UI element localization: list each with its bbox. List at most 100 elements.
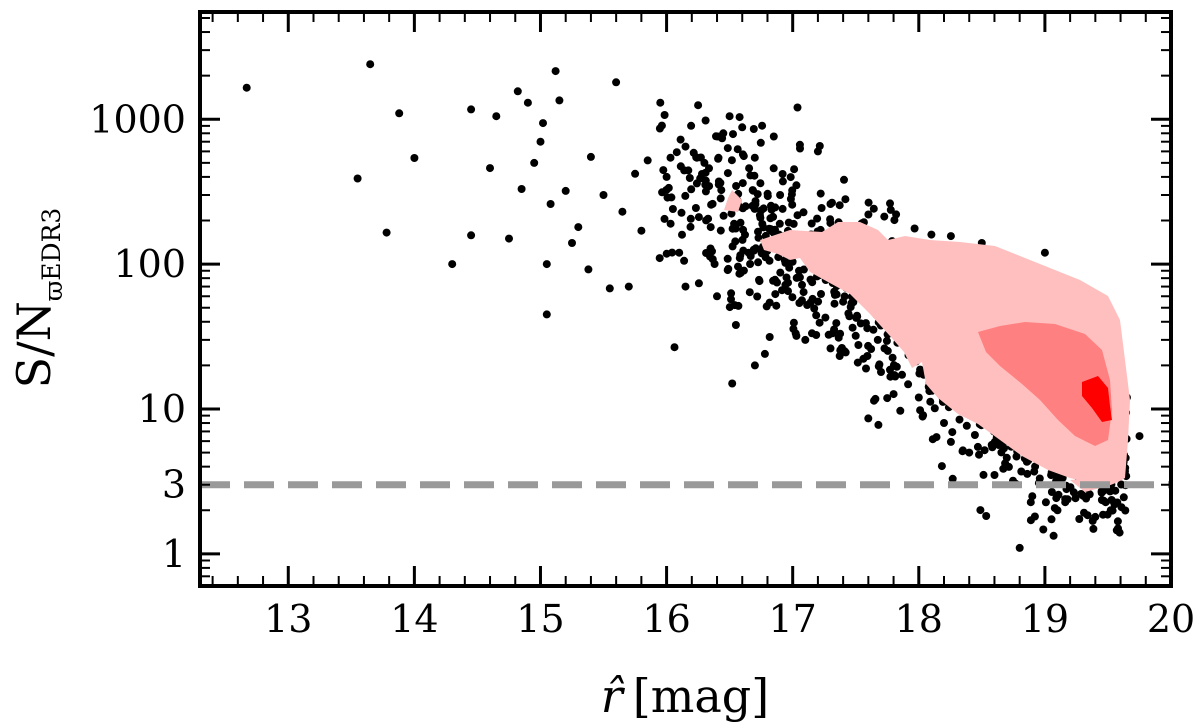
data-point — [790, 165, 799, 174]
data-point — [643, 156, 652, 165]
data-point — [915, 369, 924, 378]
data-point — [837, 344, 846, 352]
data-point — [1077, 490, 1086, 498]
data-point — [812, 311, 821, 320]
data-point — [676, 135, 685, 144]
data-point — [672, 148, 681, 157]
data-point — [734, 262, 742, 271]
data-point — [666, 219, 675, 228]
data-point — [883, 394, 892, 403]
data-point — [828, 198, 836, 207]
data-point — [750, 204, 759, 213]
data-point — [728, 379, 737, 388]
data-point — [675, 248, 684, 257]
data-point — [668, 205, 677, 213]
data-point — [856, 319, 865, 328]
data-point — [778, 204, 787, 213]
y-axis-main: S/N — [7, 301, 61, 388]
data-point — [467, 231, 476, 240]
data-point — [799, 265, 808, 274]
data-point — [1012, 452, 1021, 461]
data-point — [738, 179, 747, 188]
data-point — [242, 83, 251, 92]
data-point — [864, 414, 873, 423]
data-point — [685, 174, 694, 182]
density-contour-outer — [724, 190, 1130, 492]
data-point — [880, 212, 889, 221]
data-point — [904, 380, 913, 389]
data-point — [775, 219, 784, 228]
data-point — [546, 200, 555, 208]
data-point — [684, 166, 693, 175]
data-point — [890, 371, 899, 380]
svg-text:S/NϖEDR3: S/NϖEDR3 — [7, 208, 68, 389]
data-point — [1052, 472, 1061, 480]
data-point — [716, 194, 725, 203]
data-point — [835, 201, 844, 210]
data-point — [605, 284, 614, 293]
data-point — [771, 203, 780, 212]
data-point — [1075, 515, 1084, 523]
data-point — [631, 169, 640, 178]
data-point — [1054, 490, 1063, 499]
data-point — [568, 239, 576, 247]
data-point — [789, 318, 798, 327]
data-point — [739, 152, 748, 161]
data-point — [448, 260, 457, 269]
data-point — [826, 344, 835, 353]
data-point — [864, 198, 873, 207]
data-point — [1119, 493, 1128, 502]
data-point — [1041, 498, 1050, 507]
data-point — [940, 419, 948, 427]
data-point — [723, 169, 732, 178]
data-point — [792, 273, 801, 282]
data-point — [1039, 525, 1048, 534]
data-point — [505, 234, 513, 243]
data-point — [734, 301, 743, 310]
y-tick-label: 1000 — [89, 97, 186, 141]
data-point — [795, 140, 804, 149]
data-point — [724, 264, 733, 273]
data-point — [821, 313, 830, 322]
data-point — [486, 164, 494, 173]
data-point — [928, 435, 937, 444]
data-point — [1026, 498, 1035, 507]
data-point — [701, 116, 710, 125]
y-axis-sub-symbol: ϖ — [39, 281, 68, 301]
y-axis-title: S/NϖEDR3 — [7, 208, 68, 389]
data-point — [741, 230, 749, 239]
data-point — [746, 252, 755, 260]
data-point — [656, 98, 665, 107]
data-point — [561, 186, 570, 195]
data-point — [976, 506, 985, 515]
x-tick-label: 19 — [1021, 597, 1069, 641]
data-point — [1040, 248, 1049, 257]
data-point — [836, 329, 845, 338]
data-point — [530, 158, 539, 167]
data-point — [704, 214, 713, 223]
data-point — [817, 204, 826, 212]
data-point — [731, 321, 740, 329]
density-contours — [724, 190, 1130, 492]
data-point — [793, 103, 802, 112]
data-point — [725, 303, 734, 312]
data-point — [886, 199, 894, 208]
data-point — [789, 324, 798, 333]
data-point — [1023, 469, 1032, 478]
data-point — [792, 181, 801, 190]
data-point — [979, 470, 988, 479]
data-point — [746, 260, 755, 268]
data-point — [712, 132, 720, 141]
data-point — [988, 443, 997, 452]
data-point — [586, 152, 595, 161]
data-point — [694, 213, 703, 222]
data-point — [738, 204, 747, 213]
data-point — [1002, 453, 1011, 462]
data-point — [815, 142, 824, 150]
data-point — [713, 292, 721, 301]
x-tick-label: 13 — [264, 597, 312, 641]
data-point — [851, 331, 860, 340]
x-tick-label: 16 — [642, 597, 690, 641]
data-point — [691, 204, 700, 212]
